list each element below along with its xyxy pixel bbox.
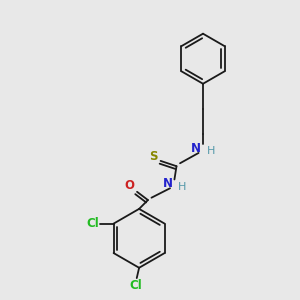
Text: H: H — [207, 146, 215, 157]
Text: Cl: Cl — [130, 279, 142, 292]
Text: H: H — [178, 182, 187, 192]
Text: Cl: Cl — [87, 217, 99, 230]
Text: O: O — [124, 179, 134, 192]
Text: S: S — [150, 150, 158, 163]
Text: N: N — [163, 177, 173, 190]
Text: N: N — [191, 142, 201, 155]
